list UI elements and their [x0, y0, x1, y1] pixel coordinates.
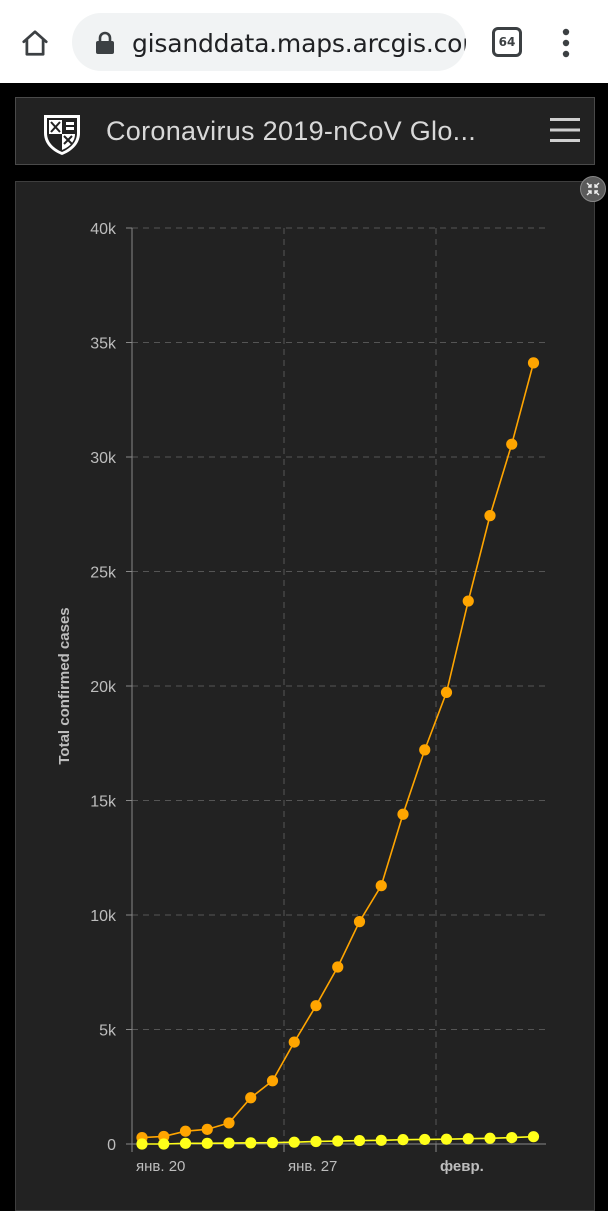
y-tick-label: 35k	[90, 336, 117, 353]
chart-grid	[132, 227, 546, 1144]
data-point[interactable]	[440, 686, 453, 699]
data-point[interactable]	[419, 744, 431, 756]
data-point[interactable]	[332, 1135, 344, 1147]
data-point[interactable]	[484, 1132, 496, 1144]
chart-series	[136, 357, 540, 1150]
data-point[interactable]	[527, 1131, 540, 1143]
data-point[interactable]	[266, 1137, 279, 1149]
y-tick-label: 0	[107, 1137, 116, 1154]
data-point[interactable]	[288, 1136, 300, 1148]
data-point[interactable]	[223, 1137, 235, 1149]
data-point[interactable]	[332, 961, 344, 973]
series-line	[141, 362, 535, 1139]
y-tick-label: 40k	[90, 221, 117, 238]
data-point[interactable]	[136, 1138, 148, 1150]
x-tick-label: янв. 27	[288, 1158, 337, 1175]
y-tick-label: 30k	[90, 450, 117, 467]
y-tick-label: 20k	[90, 679, 117, 696]
data-point[interactable]	[223, 1117, 235, 1129]
collapse-icon	[586, 182, 600, 196]
home-button[interactable]	[14, 22, 56, 64]
hamburger-menu-icon[interactable]	[550, 116, 580, 144]
app-title: Coronavirus 2019-nCoV Glo...	[106, 116, 477, 146]
data-point[interactable]	[179, 1137, 192, 1149]
data-point[interactable]	[310, 1000, 322, 1012]
data-point[interactable]	[375, 880, 387, 892]
x-axis: янв. 20 янв. 27 февр.	[131, 1143, 546, 1175]
chart-panel	[15, 181, 595, 1211]
x-tick-label: февр.	[440, 1158, 484, 1175]
data-point[interactable]	[201, 1137, 213, 1149]
data-point[interactable]	[462, 1133, 474, 1145]
data-point[interactable]	[245, 1092, 257, 1104]
y-tick-label: 5k	[99, 1023, 117, 1040]
lock-icon	[96, 31, 114, 54]
data-point[interactable]	[484, 510, 496, 522]
data-point[interactable]	[353, 916, 366, 928]
data-point[interactable]	[419, 1133, 431, 1146]
dashboard-page: Coronavirus 2019-nCoV Glo...	[0, 83, 608, 1211]
y-axis: 0 5k 10k 15k 20k 25k 30k 35k 40k	[90, 221, 133, 1154]
tab-switcher-button[interactable]: 64	[492, 27, 522, 57]
data-point[interactable]	[506, 438, 518, 450]
data-point[interactable]	[440, 1133, 453, 1145]
data-point[interactable]	[527, 357, 540, 369]
data-point[interactable]	[375, 1134, 387, 1146]
data-point[interactable]	[201, 1123, 213, 1135]
data-point[interactable]	[266, 1075, 279, 1087]
data-point[interactable]	[397, 1134, 409, 1146]
y-axis-label: Total confirmed cases	[56, 607, 73, 764]
data-point[interactable]	[179, 1125, 192, 1137]
home-icon	[22, 30, 48, 56]
data-point[interactable]	[353, 1134, 366, 1147]
y-tick-label: 25k	[90, 565, 117, 582]
url-text: gisanddata.maps.arcgis.com	[132, 29, 466, 58]
address-bar[interactable]: gisanddata.maps.arcgis.com	[72, 13, 466, 71]
data-point[interactable]	[158, 1138, 170, 1150]
more-vert-icon[interactable]	[552, 26, 580, 60]
data-point[interactable]	[506, 1131, 518, 1144]
data-point[interactable]	[245, 1137, 257, 1149]
data-point[interactable]	[462, 595, 474, 607]
x-tick-label: янв. 20	[136, 1158, 185, 1175]
tab-count: 64	[498, 35, 516, 49]
app-header: Coronavirus 2019-nCoV Glo...	[15, 97, 595, 165]
shield-logo-icon	[44, 115, 80, 155]
data-point[interactable]	[288, 1036, 300, 1048]
browser-toolbar: gisanddata.maps.arcgis.com 64	[0, 0, 608, 83]
y-tick-label: 10k	[90, 908, 117, 925]
data-point[interactable]	[310, 1135, 322, 1148]
collapse-chart-button[interactable]	[580, 176, 606, 202]
y-tick-label: 15k	[90, 794, 117, 811]
data-point[interactable]	[397, 808, 409, 820]
